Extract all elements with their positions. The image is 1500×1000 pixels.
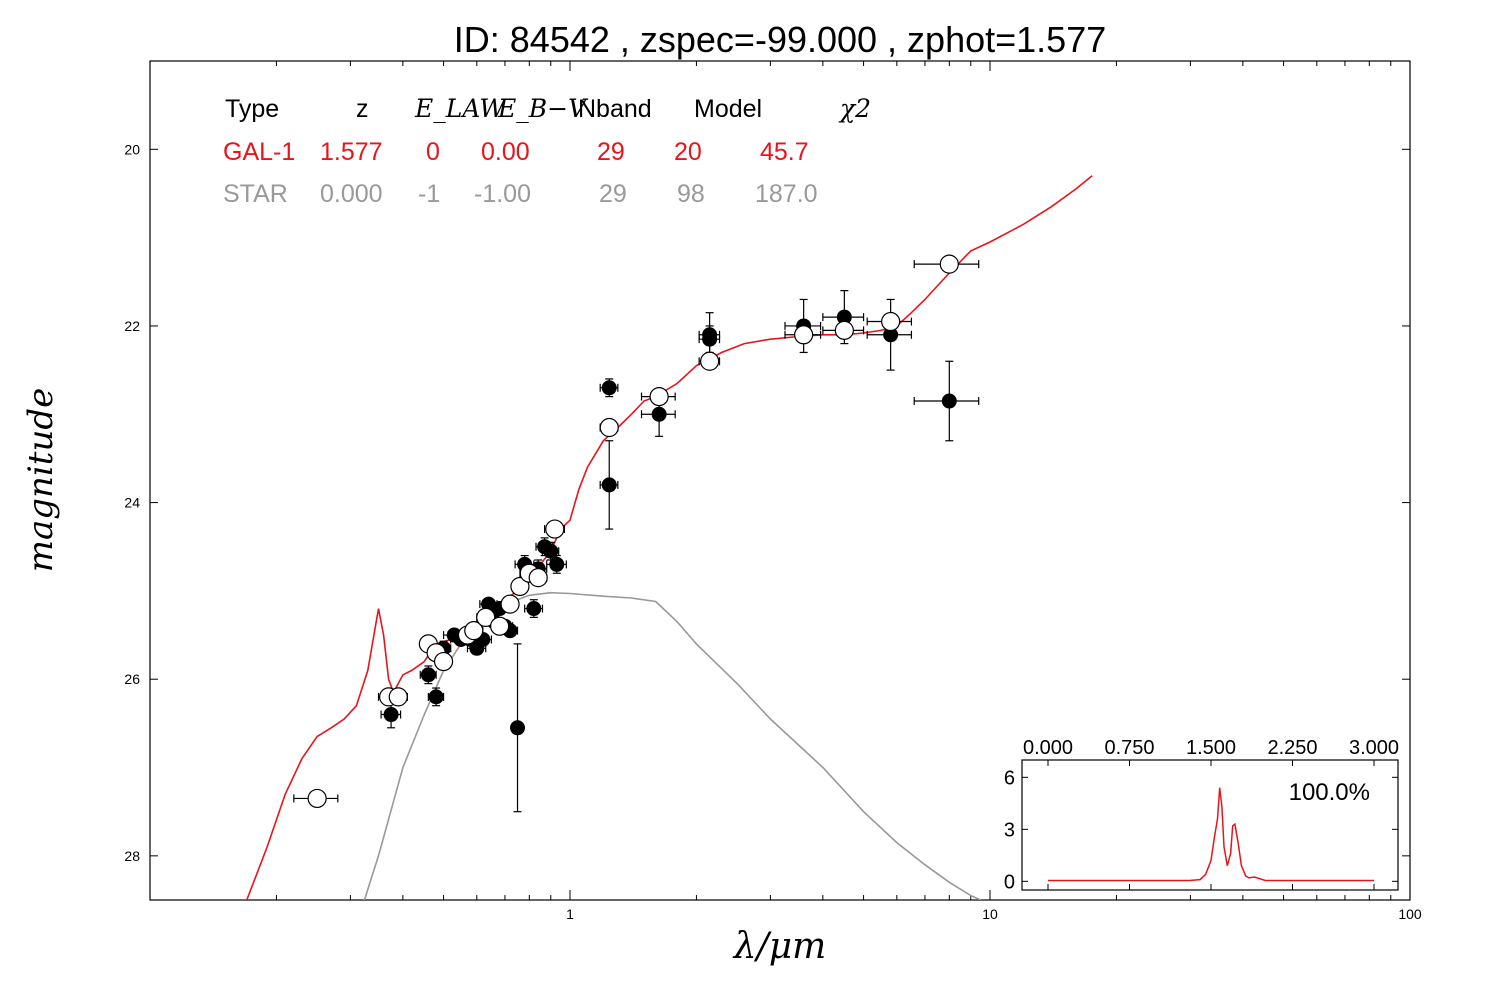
star-model: 98	[677, 180, 705, 208]
model-data-point	[500, 594, 520, 614]
observed-data-point	[941, 393, 957, 409]
model-data-point	[433, 651, 454, 672]
inset-y-tick-label: 3	[1004, 819, 1015, 841]
gal-elaw: 0	[426, 138, 440, 166]
y-tick-label: 26	[124, 671, 140, 687]
table-header-chi2: χ2	[838, 94, 871, 123]
model-data-point	[388, 687, 408, 707]
galaxy-template-line	[246, 175, 1093, 900]
y-tick-label: 24	[124, 495, 140, 511]
model-data-point	[794, 325, 814, 345]
model-data-point	[649, 387, 669, 407]
star-nband: 29	[599, 180, 627, 208]
table-header-model: Model	[694, 95, 762, 123]
inset-y-tick-label: 0	[1004, 871, 1015, 893]
observed-data-point	[601, 477, 617, 493]
x-tick-label: 1	[566, 906, 574, 922]
observed-data-point	[526, 601, 542, 617]
pdz-line	[1048, 787, 1374, 882]
model-data-point	[476, 607, 496, 627]
model-data-point	[510, 576, 530, 597]
model-data-point	[545, 519, 565, 539]
star-type: STAR	[223, 180, 288, 208]
observed-data-point	[601, 380, 617, 396]
gal-z: 1.577	[320, 138, 383, 166]
star-chi2: 187.0	[755, 180, 818, 208]
inset-x-tick-label: 3.000	[1349, 737, 1399, 759]
table-row-galaxy: GAL-1 1.577 0 0.00 29 20 45.7	[223, 138, 809, 166]
table-header-ebv: E_B−V	[497, 94, 589, 123]
table-header-z: z	[356, 95, 369, 123]
y-tick-label: 28	[124, 848, 140, 864]
y-tick-label: 20	[124, 141, 140, 157]
inset-x-tick-label: 2.250	[1267, 737, 1317, 759]
observed-data-point	[702, 331, 718, 347]
model-data-point	[464, 621, 484, 641]
gal-ebv: 0.00	[481, 138, 530, 166]
y-tick-label: 22	[124, 318, 140, 334]
photometry-points	[293, 254, 980, 813]
inset-x-tick-label: 0.750	[1104, 737, 1154, 759]
star-ebv: -1.00	[474, 180, 531, 208]
axis-ticks: 1 10 100 20 22 24 26 28	[124, 61, 1422, 922]
observed-data-point	[420, 667, 436, 683]
star-elaw: -1	[418, 180, 440, 208]
model-data-point	[490, 616, 510, 636]
plot-frame	[149, 60, 1411, 901]
observed-data-point	[383, 707, 399, 723]
y-axis-label: magnitude	[21, 388, 61, 573]
inset-ticks: 0.000 0.750 1.500 2.250 3.000 0 3 6	[1004, 737, 1399, 893]
observed-data-point	[543, 543, 559, 559]
inset-y-tick-label: 6	[1004, 767, 1015, 789]
pdz-curve	[1048, 787, 1374, 882]
gal-nband: 29	[597, 138, 625, 166]
star-z: 0.000	[320, 180, 383, 208]
x-tick-label: 10	[982, 906, 998, 922]
inset-frame	[1021, 759, 1399, 891]
x-axis-label: λ/μm	[732, 926, 826, 967]
chart-title: ID: 84542 , zspec=-99.000 , zphot=1.577	[454, 19, 1106, 60]
model-data-point	[939, 254, 959, 274]
model-data-point	[307, 788, 327, 809]
inset-x-tick-label: 0.000	[1023, 737, 1073, 759]
model-data-point	[834, 320, 854, 340]
table-header-elaw: E_LAW	[414, 94, 507, 123]
inset-x-tick-label: 1.500	[1186, 737, 1236, 759]
observed-data-point	[428, 689, 444, 705]
x-tick-label: 100	[1398, 906, 1422, 922]
observed-data-point	[651, 406, 667, 422]
inset-annotation: 100.0%	[1289, 779, 1370, 806]
observed-data-point	[549, 556, 565, 572]
gal-type: GAL-1	[223, 138, 295, 166]
model-data-point	[881, 311, 901, 332]
gal-chi2: 45.7	[760, 138, 809, 166]
observed-data-point	[510, 720, 526, 736]
table-row-star: STAR 0.000 -1 -1.00 29 98 187.0	[223, 180, 818, 208]
gal-model: 20	[674, 138, 702, 166]
model-data-point	[599, 417, 619, 438]
table-header-type: Type	[225, 95, 279, 123]
sed-curves	[246, 175, 1093, 900]
table-header-nband: Nband	[578, 95, 652, 123]
model-data-point	[528, 568, 548, 588]
model-data-point	[700, 351, 720, 371]
pdz-inset: 0.000 0.750 1.500 2.250 3.000 0 3 6 100.0%	[1004, 737, 1399, 893]
fit-table: Type z E_LAW E_B−V Nband Model χ2 GAL-1 …	[223, 94, 871, 208]
